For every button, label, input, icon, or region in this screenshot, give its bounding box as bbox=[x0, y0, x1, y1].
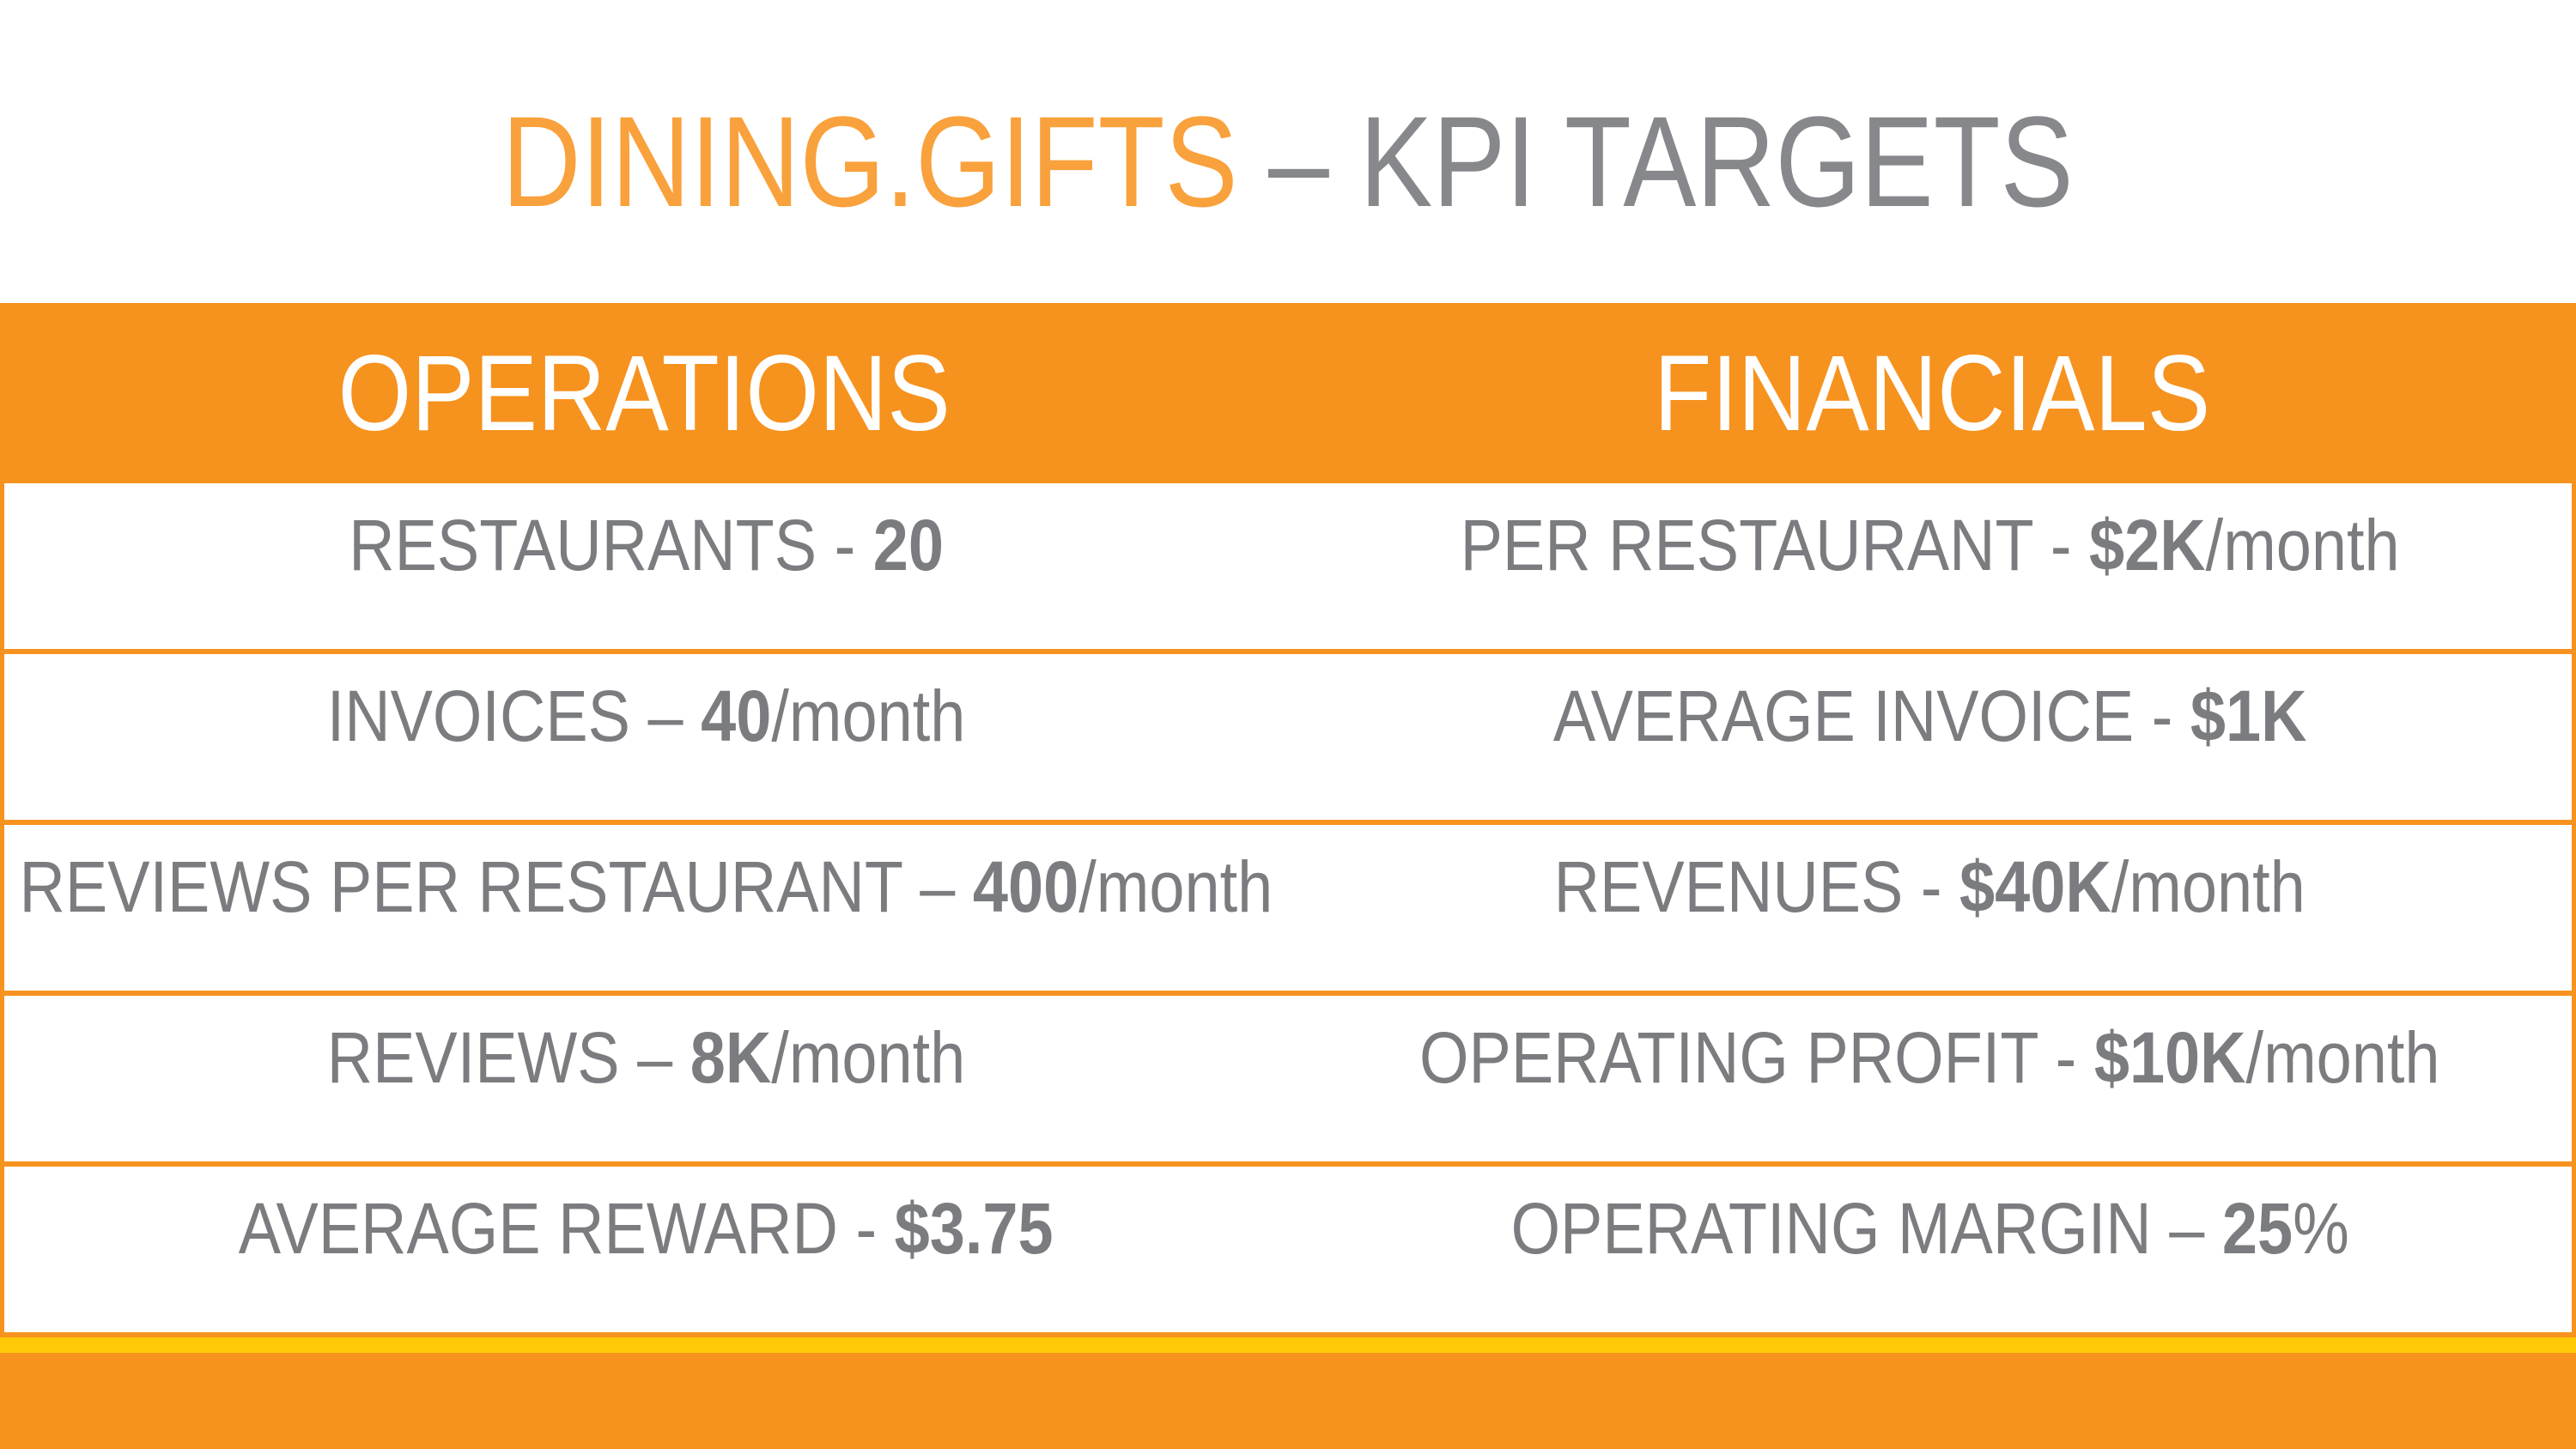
table-row: AVERAGE REWARD - $3.75 OPERATING MARGIN … bbox=[4, 1167, 2572, 1337]
kpi-average-reward: AVERAGE REWARD - $3.75 bbox=[239, 1188, 1054, 1269]
operations-cell: INVOICES – 40/month bbox=[4, 654, 1288, 820]
page-title: DINING.GIFTS – KPI TARGETS bbox=[0, 84, 2576, 303]
header-operations: OPERATIONS bbox=[0, 303, 1288, 483]
financials-cell: OPERATING MARGIN – 25% bbox=[1288, 1167, 2572, 1332]
financials-cell: OPERATING PROFIT - $10K/month bbox=[1288, 996, 2572, 1161]
header-financials: FINANCIALS bbox=[1288, 303, 2576, 483]
title-rest: KPI TARGETS bbox=[1359, 89, 2075, 233]
operations-cell: REVIEWS – 8K/month bbox=[4, 996, 1288, 1161]
page-title-text: DINING.GIFTS – KPI TARGETS bbox=[502, 84, 2074, 239]
footer-orange-band bbox=[0, 1353, 2576, 1449]
table-row: REVIEWS PER RESTAURANT – 400/month REVEN… bbox=[4, 825, 2572, 996]
header-operations-label: OPERATIONS bbox=[337, 333, 951, 453]
financials-cell: REVENUES - $40K/month bbox=[1288, 825, 2572, 991]
operations-cell: RESTAURANTS - 20 bbox=[4, 483, 1288, 649]
table-row: INVOICES – 40/month AVERAGE INVOICE - $1… bbox=[4, 654, 2572, 825]
kpi-invoices: INVOICES – 40/month bbox=[326, 676, 966, 756]
kpi-reviews-per-restaurant: REVIEWS PER RESTAURANT – 400/month bbox=[19, 846, 1273, 927]
title-brand: DINING.GIFTS bbox=[501, 89, 1239, 233]
kpi-reviews: REVIEWS – 8K/month bbox=[326, 1017, 966, 1098]
table-row: RESTAURANTS - 20 PER RESTAURANT - $2K/mo… bbox=[4, 483, 2572, 654]
kpi-per-restaurant: PER RESTAURANT - $2K/month bbox=[1460, 505, 2400, 585]
header-financials-label: FINANCIALS bbox=[1654, 333, 2210, 453]
operations-cell: REVIEWS PER RESTAURANT – 400/month bbox=[4, 825, 1288, 991]
table-row: REVIEWS – 8K/month OPERATING PROFIT - $1… bbox=[4, 996, 2572, 1167]
kpi-table: OPERATIONS FINANCIALS RESTAURANTS - 20 P… bbox=[0, 303, 2576, 1337]
kpi-operating-profit: OPERATING PROFIT - $10K/month bbox=[1419, 1017, 2440, 1098]
table-header-row: OPERATIONS FINANCIALS bbox=[0, 303, 2576, 483]
table-body: RESTAURANTS - 20 PER RESTAURANT - $2K/mo… bbox=[0, 483, 2576, 1337]
operations-cell: AVERAGE REWARD - $3.75 bbox=[4, 1167, 1288, 1332]
footer-yellow-band bbox=[0, 1337, 2576, 1353]
financials-cell: AVERAGE INVOICE - $1K bbox=[1288, 654, 2572, 820]
kpi-average-invoice: AVERAGE INVOICE - $1K bbox=[1552, 676, 2307, 756]
kpi-restaurants: RESTAURANTS - 20 bbox=[349, 505, 944, 585]
kpi-revenues: REVENUES - $40K/month bbox=[1553, 846, 2306, 927]
title-dash: – bbox=[1238, 89, 1360, 233]
kpi-operating-margin: OPERATING MARGIN – 25% bbox=[1510, 1188, 2349, 1269]
financials-cell: PER RESTAURANT - $2K/month bbox=[1288, 483, 2572, 649]
